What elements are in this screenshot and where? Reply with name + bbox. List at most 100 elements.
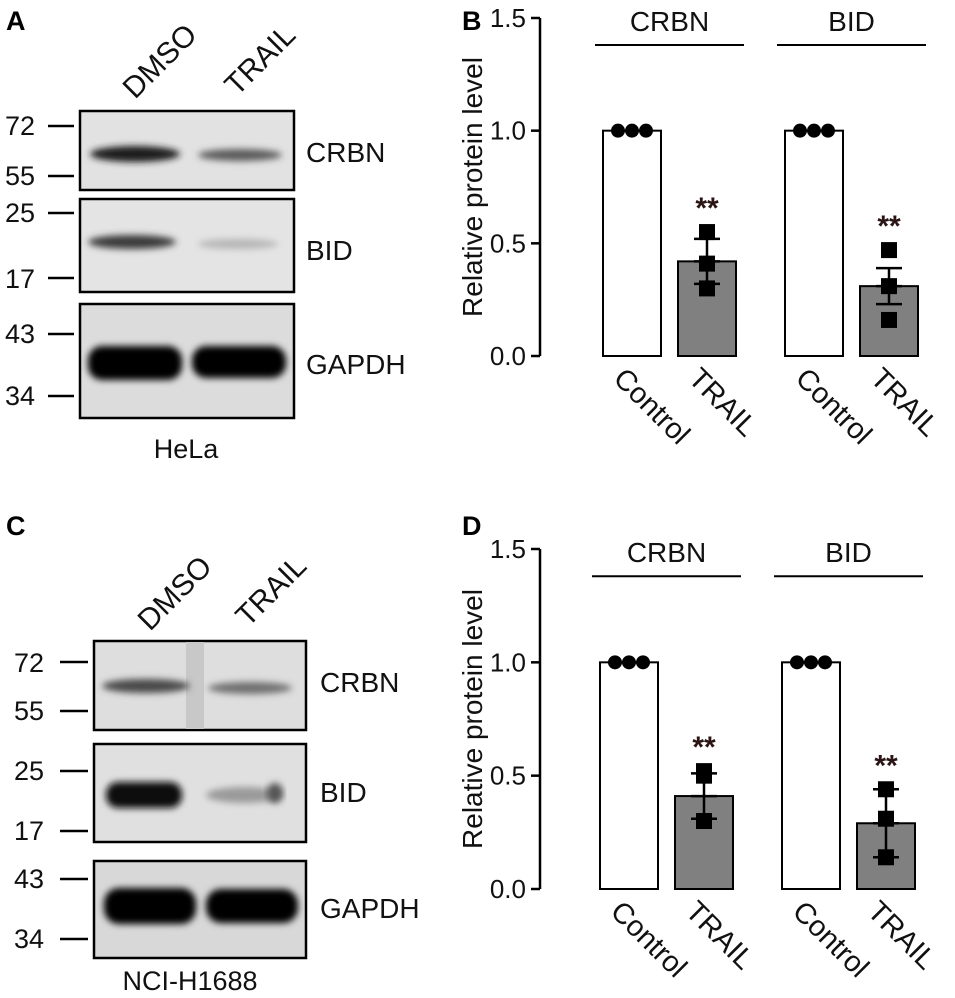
panel-a-marker-25: 25 (5, 198, 35, 228)
panel-c-cell-line: NCI-H1688 (122, 966, 257, 996)
data-point-circle (790, 655, 804, 670)
panel-a-protein-crbn: CRBN (306, 137, 385, 168)
x-category-trail: TRAIL (864, 362, 945, 443)
bar-control (602, 129, 662, 357)
panel-c-protein-crbn: CRBN (320, 667, 399, 698)
x-category-control: Control (607, 362, 696, 451)
panel-c-letter: C (6, 511, 26, 541)
group-label-crbn: CRBN (630, 6, 709, 37)
panel-c-marker-55: 55 (14, 696, 44, 726)
panel-c-protein-gapdh: GAPDH (320, 893, 420, 924)
data-point-square (696, 767, 712, 784)
y-tick-label: 1.0 (490, 116, 526, 146)
panel-a-marker-17: 17 (5, 264, 35, 294)
x-category-control: Control (789, 362, 878, 451)
band-trail (198, 149, 282, 161)
band-dmso (88, 346, 182, 380)
panel-c-protein-bid: BID (320, 777, 367, 808)
panel-c-marker-34: 34 (14, 924, 44, 954)
significance-marker: ** (877, 210, 901, 243)
data-point-circle (821, 123, 835, 138)
band-trail (198, 239, 278, 249)
band-dmso (104, 888, 196, 924)
significance-marker: ** (695, 192, 719, 225)
panel-c-marker-17: 17 (14, 816, 44, 846)
panel-a-marker-55: 55 (5, 161, 35, 191)
data-point-square (878, 781, 894, 798)
data-point-square (881, 278, 897, 295)
panel-a-cell-line: HeLa (154, 434, 220, 464)
panel-a-protein-bid: BID (306, 235, 353, 266)
panel-a-marker-43: 43 (5, 319, 35, 349)
panel-c-blot-crbn (92, 639, 308, 732)
band-trail-edge (267, 783, 283, 803)
data-point-square (878, 849, 894, 866)
data-point-circle (625, 123, 639, 138)
panel-c-marker-25: 25 (14, 756, 44, 786)
band-trail (192, 346, 286, 378)
band-trail (208, 682, 292, 694)
band-dmso (90, 146, 180, 162)
y-tick-label: 0.0 (490, 341, 526, 371)
bar-control (599, 661, 659, 890)
panel-c-blot-bid (92, 742, 308, 844)
panel-a-lane-dmso: DMSO (117, 18, 204, 105)
y-axis-label: Relative protein level (457, 57, 488, 317)
band-dmso (88, 235, 176, 249)
data-point-circle (608, 655, 622, 670)
x-category-trail: TRAIL (679, 895, 760, 976)
data-point-circle (818, 655, 832, 670)
data-point-circle (636, 655, 650, 670)
data-point-square (696, 813, 712, 829)
data-point-circle (807, 123, 821, 138)
data-point-circle (639, 123, 653, 138)
panel-c: C DMSO TRAIL 72 55 CRBN 25 17 BID (6, 511, 420, 996)
y-tick-label: 0.5 (490, 228, 526, 258)
group-label-bid: BID (825, 537, 872, 568)
x-category-trail: TRAIL (861, 895, 942, 976)
data-point-square (699, 255, 715, 272)
panel-a-protein-gapdh: GAPDH (306, 349, 406, 380)
panel-a: A DMSO TRAIL 72 55 CRBN 25 17 BID (5, 6, 406, 464)
data-point-circle (793, 123, 807, 138)
significance-marker: ** (692, 731, 716, 764)
panel-a-marker-34: 34 (5, 381, 35, 411)
group-label-crbn: CRBN (627, 537, 706, 568)
group-label-bid: BID (828, 6, 875, 37)
data-point-square (699, 280, 715, 297)
panel-a-marker-72: 72 (5, 111, 35, 141)
panel-c-blot-gapdh (92, 859, 308, 960)
panel-c-marker-72: 72 (14, 648, 44, 678)
band-trail (206, 787, 282, 803)
y-tick-label: 0.5 (490, 761, 526, 791)
data-point-square (881, 242, 897, 259)
x-category-trail: TRAIL (682, 362, 763, 443)
y-tick-label: 1.0 (490, 647, 526, 677)
y-axis-label: Relative protein level (457, 589, 488, 849)
data-point-square (699, 224, 715, 241)
band-dmso (106, 782, 182, 808)
data-point-square (878, 810, 894, 827)
panel-d-letter: D (462, 511, 482, 541)
panel-a-blot-bid (78, 197, 296, 294)
panel-c-marker-43: 43 (14, 864, 44, 894)
bar-control (784, 129, 844, 357)
band-dmso (102, 679, 190, 693)
panel-a-blot-crbn (78, 109, 296, 192)
panel-a-letter: A (6, 6, 26, 36)
significance-marker: ** (874, 749, 898, 782)
panel-c-lane-dmso: DMSO (132, 550, 219, 637)
y-tick-label: 1.5 (490, 534, 526, 564)
lane-streak (186, 642, 204, 729)
y-tick-label: 0.0 (490, 874, 526, 904)
data-point-circle (804, 655, 818, 670)
panel-a-blot-gapdh (78, 302, 296, 420)
panel-b-letter: B (462, 6, 482, 36)
data-point-square (881, 311, 897, 328)
panel-a-lane-trail: TRAIL (219, 18, 302, 101)
data-point-circle (622, 655, 636, 670)
band-trail (206, 889, 298, 923)
